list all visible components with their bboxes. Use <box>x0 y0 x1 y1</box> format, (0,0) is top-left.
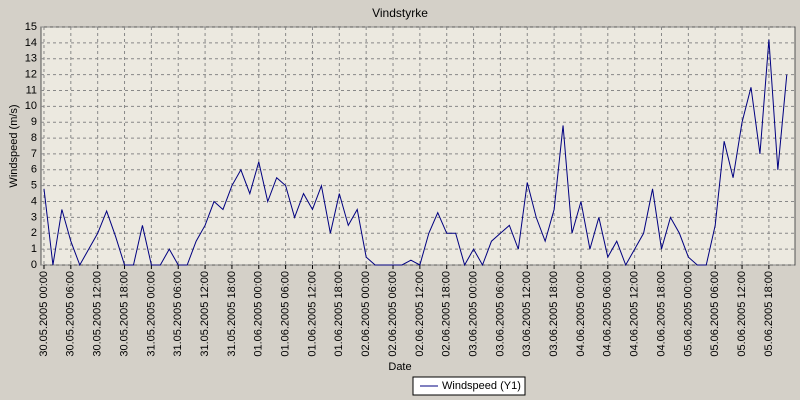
x-tick-label: 04.06.2005 18:00 <box>655 271 667 357</box>
x-tick-label: 01.06.2005 06:00 <box>280 271 292 357</box>
x-axis-title: Date <box>388 361 411 373</box>
y-tick-label: 5 <box>31 180 37 192</box>
x-tick-label: 02.06.2005 12:00 <box>414 271 426 357</box>
legend-label: Windspeed (Y1) <box>442 380 521 392</box>
x-tick-label: 31.05.2005 06:00 <box>172 271 184 357</box>
x-tick-label: 02.06.2005 18:00 <box>441 271 453 357</box>
y-axis-title: Windspeed (m/s) <box>8 104 20 187</box>
x-tick-label: 03.06.2005 06:00 <box>494 271 506 357</box>
x-tick-label: 05.06.2005 18:00 <box>763 271 775 357</box>
x-tick-label: 05.06.2005 06:00 <box>709 271 721 357</box>
x-tick-label: 30.05.2005 12:00 <box>92 271 104 357</box>
y-tick-label: 1 <box>31 243 37 255</box>
chart-title: Vindstyrke <box>372 6 428 20</box>
x-tick-label: 03.06.2005 12:00 <box>521 271 533 357</box>
x-tick-label: 05.06.2005 00:00 <box>682 271 694 357</box>
y-tick-label: 15 <box>25 21 37 33</box>
x-tick-label: 01.06.2005 18:00 <box>333 271 345 357</box>
plot-area <box>40 26 796 266</box>
x-tick-label: 02.06.2005 00:00 <box>360 271 372 357</box>
x-tick-label: 04.06.2005 00:00 <box>575 271 587 357</box>
x-tick-label: 03.06.2005 18:00 <box>548 271 560 357</box>
x-tick-label: 30.05.2005 18:00 <box>118 271 130 357</box>
x-tick-label: 30.05.2005 06:00 <box>65 271 77 357</box>
data-line <box>43 39 788 267</box>
y-tick-label: 0 <box>31 259 37 271</box>
y-tick-label: 8 <box>31 132 37 144</box>
y-tick-label: 3 <box>31 211 37 223</box>
x-tick-label: 31.05.2005 12:00 <box>199 271 211 357</box>
y-tick-label: 7 <box>31 148 37 160</box>
x-tick-label: 31.05.2005 00:00 <box>145 271 157 357</box>
y-tick-label: 4 <box>31 195 37 207</box>
x-tick-label: 31.05.2005 18:00 <box>226 271 238 357</box>
y-tick-label: 9 <box>31 116 37 128</box>
y-tick-label: 12 <box>25 69 37 81</box>
x-tick-label: 02.06.2005 06:00 <box>387 271 399 357</box>
x-tick-label: 01.06.2005 12:00 <box>306 271 318 357</box>
x-tick-label: 03.06.2005 00:00 <box>467 271 479 357</box>
y-tick-label: 13 <box>25 53 37 65</box>
y-tick-label: 2 <box>31 227 37 239</box>
x-tick-label: 04.06.2005 06:00 <box>602 271 614 357</box>
legend <box>412 376 526 396</box>
y-tick-label: 6 <box>31 164 37 176</box>
y-tick-label: 11 <box>26 84 37 96</box>
x-tick-label: 01.06.2005 00:00 <box>253 271 265 357</box>
y-tick-label: 10 <box>25 100 37 112</box>
x-tick-label: 05.06.2005 12:00 <box>736 271 748 357</box>
x-tick-label: 30.05.2005 00:00 <box>38 271 50 357</box>
y-tick-label: 14 <box>25 37 37 49</box>
x-tick-label: 04.06.2005 12:00 <box>629 271 641 357</box>
